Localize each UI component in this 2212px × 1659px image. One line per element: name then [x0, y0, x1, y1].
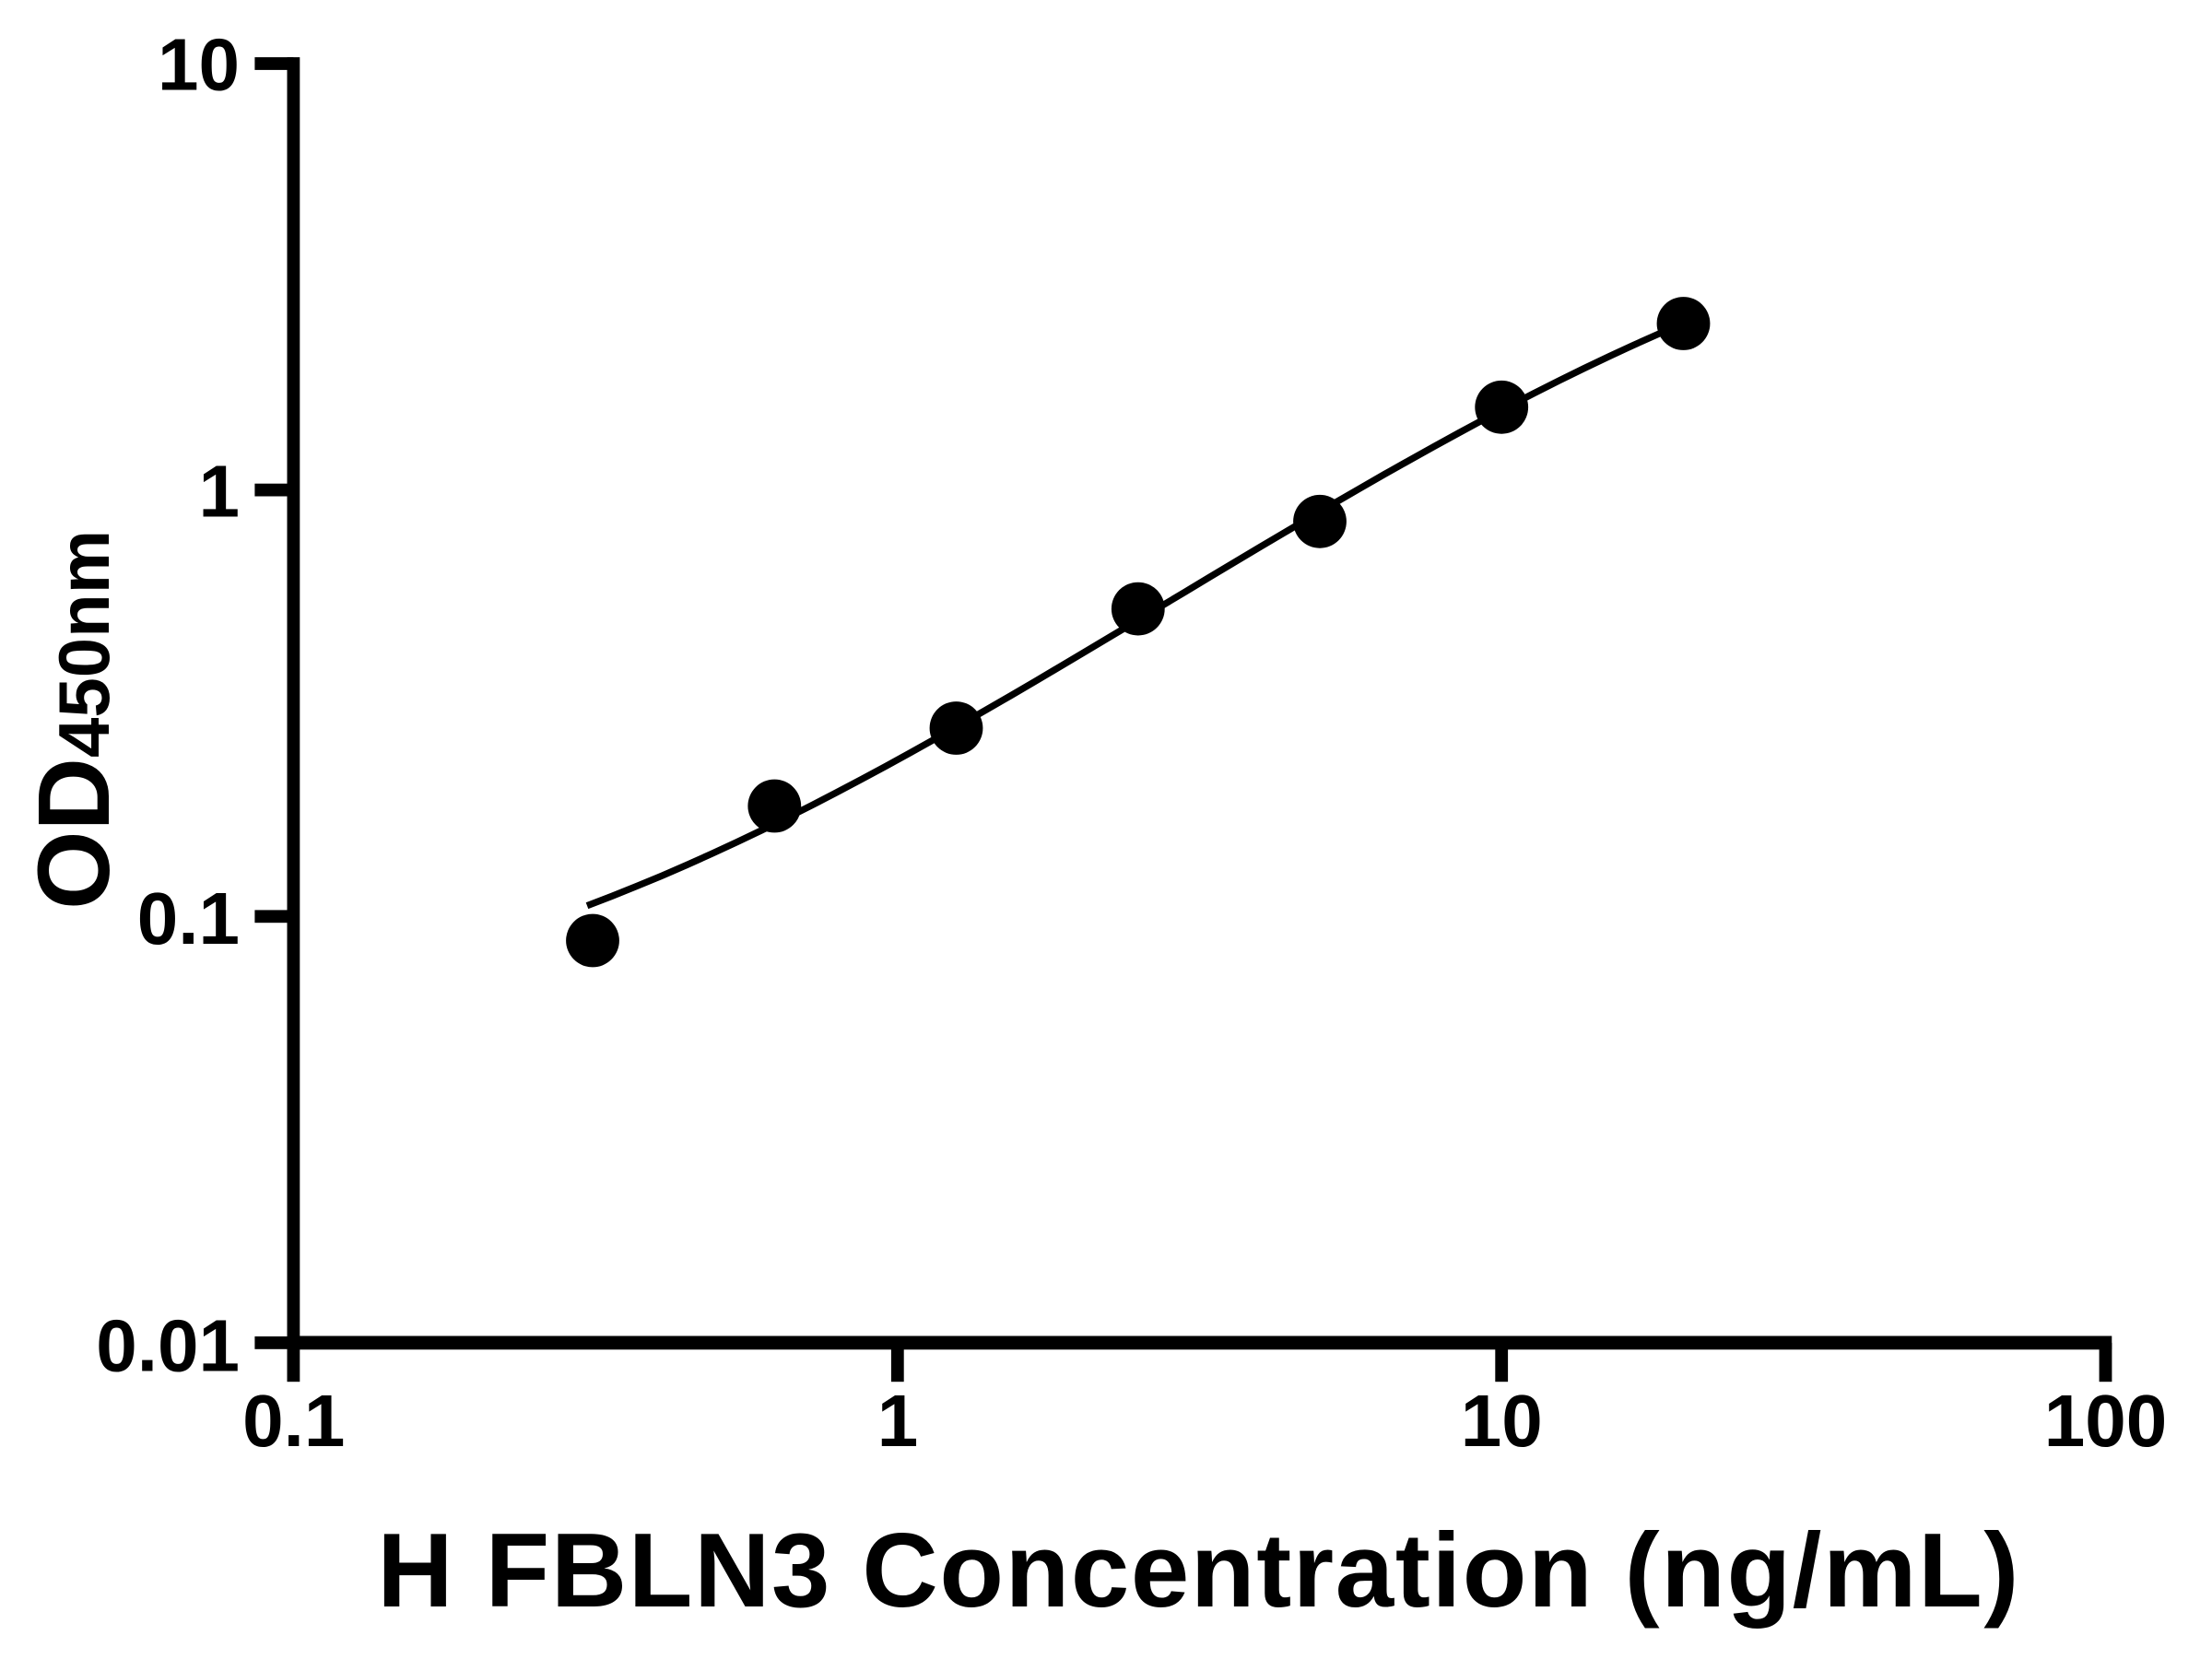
svg-text:1: 1	[877, 1380, 919, 1462]
svg-text:1: 1	[199, 451, 241, 533]
svg-text:0.1: 0.1	[242, 1380, 345, 1462]
svg-text:OD450nm: OD450nm	[18, 530, 131, 910]
svg-text:0.1: 0.1	[137, 877, 240, 959]
svg-text:0.01: 0.01	[96, 1304, 240, 1386]
svg-text:10: 10	[1461, 1380, 1543, 1462]
svg-text:10: 10	[158, 23, 240, 105]
svg-text:H FBLN3 Concentration (ng/mL): H FBLN3 Concentration (ng/mL)	[377, 1512, 2018, 1630]
svg-text:100: 100	[2044, 1380, 2167, 1462]
